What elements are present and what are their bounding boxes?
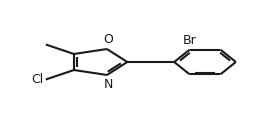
Text: Cl: Cl xyxy=(31,73,44,86)
Text: O: O xyxy=(103,33,113,46)
Text: N: N xyxy=(104,78,113,91)
Text: Br: Br xyxy=(183,34,196,46)
